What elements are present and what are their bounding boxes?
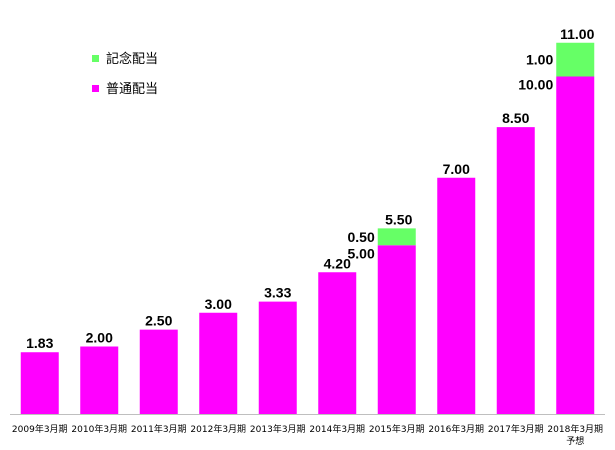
x-tick-label: 2013年3月期 — [250, 423, 306, 435]
bar-commemorative-dividend — [377, 228, 416, 246]
data-label-regular: 4.20 — [324, 255, 351, 271]
data-label-regular: 1.83 — [26, 335, 53, 351]
x-tick-label: 2012年3月期 — [190, 423, 246, 435]
bar-commemorative-dividend — [556, 42, 595, 77]
data-label-commemorative: 1.00 — [526, 52, 553, 68]
x-tick-label: 2018年3月期 — [547, 423, 603, 435]
bar-regular-dividend — [437, 177, 476, 414]
x-tick-label: 2016年3月期 — [428, 423, 484, 435]
legend-label: 普通配当 — [106, 82, 158, 97]
bar-regular-dividend — [556, 76, 595, 414]
x-tick-label: 2011年3月期 — [131, 423, 187, 435]
legend-swatch — [92, 55, 99, 62]
data-label-regular: 5.00 — [348, 245, 375, 261]
bar-regular-dividend — [199, 312, 238, 414]
x-tick-label: 2009年3月期 — [12, 423, 68, 435]
x-tick-label: 2010年3月期 — [71, 423, 127, 435]
bar-regular-dividend — [258, 301, 297, 414]
data-label-regular: 3.33 — [264, 285, 291, 301]
data-label-total: 11.00 — [560, 26, 594, 42]
data-label-regular: 3.00 — [205, 296, 232, 312]
legend-swatch — [92, 85, 99, 92]
x-tick-label: 2014年3月期 — [309, 423, 365, 435]
data-label-commemorative: 0.50 — [348, 229, 375, 245]
bar-regular-dividend — [139, 329, 178, 414]
bar-regular-dividend — [377, 245, 416, 414]
data-label-total: 5.50 — [385, 211, 412, 227]
bar-regular-dividend — [20, 352, 59, 414]
x-tick-sublabel: 予想 — [566, 435, 584, 447]
data-label-regular: 10.00 — [518, 77, 553, 93]
bar-regular-dividend — [80, 346, 119, 414]
data-label-regular: 2.50 — [145, 313, 172, 329]
data-label-regular: 8.50 — [502, 110, 529, 126]
x-tick-label: 2015年3月期 — [369, 423, 425, 435]
bar-regular-dividend — [496, 127, 535, 414]
data-label-regular: 2.00 — [86, 330, 113, 346]
legend-label: 記念配当 — [106, 51, 158, 67]
x-tick-label: 2017年3月期 — [488, 423, 544, 435]
data-label-regular: 7.00 — [443, 161, 470, 177]
bar-regular-dividend — [318, 272, 357, 414]
